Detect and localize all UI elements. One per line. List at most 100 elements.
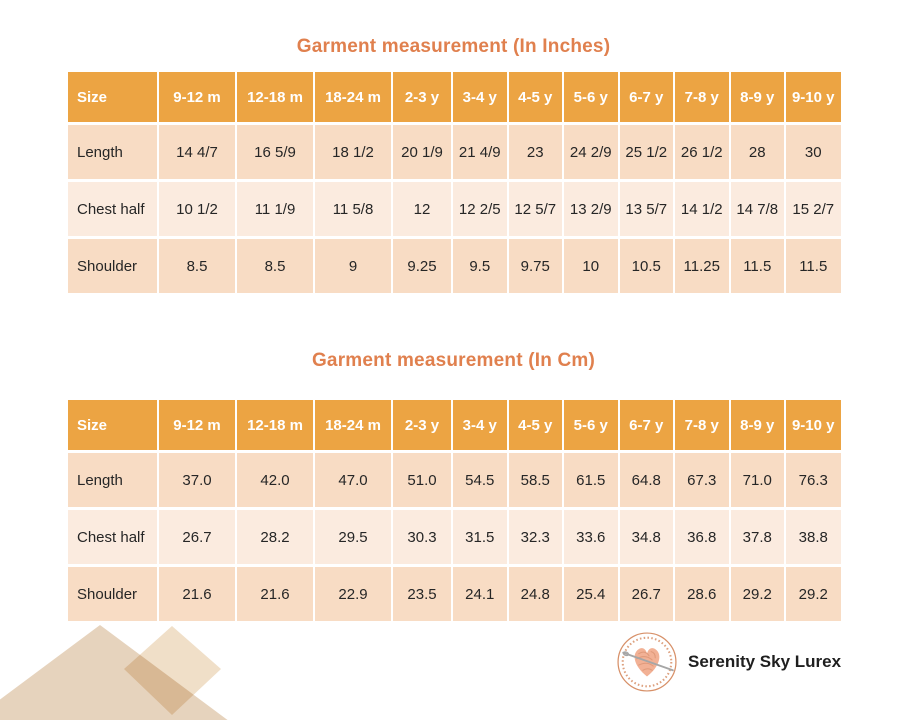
- measurement-value-cell: 64.8: [618, 450, 675, 509]
- measurement-value-cell: 26 1/2: [674, 122, 731, 181]
- measurement-value-cell: 9.5: [452, 236, 509, 293]
- measurement-value-cell: 21.6: [236, 564, 315, 621]
- size-column-header: 9-12 m: [158, 72, 237, 124]
- measurement-value-cell: 26.7: [158, 507, 237, 566]
- measurement-value-cell: 30.3: [392, 507, 453, 566]
- measurement-value-cell: 30: [785, 122, 841, 181]
- measurement-value-cell: 51.0: [392, 450, 453, 509]
- row-label: Length: [68, 450, 159, 509]
- measurement-value-cell: 71.0: [729, 450, 786, 509]
- row-label: Length: [68, 122, 159, 181]
- size-column-header: 4-5 y: [507, 400, 564, 452]
- size-column-header: 18-24 m: [314, 72, 393, 124]
- measurement-value-cell: 12 2/5: [452, 179, 509, 238]
- measurement-value-cell: 18 1/2: [314, 122, 393, 181]
- measurement-value-cell: 21 4/9: [452, 122, 509, 181]
- size-column-header: 4-5 y: [507, 72, 564, 124]
- table-title-inches: Garment measurement (In Inches): [296, 36, 611, 57]
- measurement-value-cell: 9.25: [392, 236, 453, 293]
- measurement-value-cell: 15 2/7: [785, 179, 841, 238]
- measurement-value-cell: 36.8: [674, 507, 731, 566]
- brand-footer: Serenity Sky Lurex: [616, 630, 896, 694]
- yarn-heart-icon: [634, 648, 660, 677]
- measurement-value-cell: 9: [314, 236, 393, 293]
- size-column-header: 3-4 y: [452, 400, 509, 452]
- measurement-row: Length 37.0 42.0 47.0 51.0 54.5 58.5 61.5 64.8 67…: [68, 450, 841, 509]
- measurement-value-cell: 16 5/9: [236, 122, 315, 181]
- measurement-value-cell: 33.6: [563, 507, 620, 566]
- measurement-row: Chest half 26.7 28.2 29.5 30.3 31.5 32.3 33.6 34…: [68, 507, 841, 566]
- row-label: Shoulder: [68, 236, 159, 293]
- measurement-row: Shoulder 21.6 21.6 22.9 23.5 24.1 24.8 25.4 26.7…: [68, 564, 841, 621]
- measurement-value-cell: 32.3: [507, 507, 564, 566]
- measurement-value-cell: 22.9: [314, 564, 393, 621]
- size-column-header: 5-6 y: [563, 400, 620, 452]
- measurement-value-cell: 8.5: [158, 236, 237, 293]
- measurement-row: Shoulder 8.5 8.5 9 9.25 9.5 9.75 10 10.5 11.25 11.…: [68, 236, 841, 293]
- size-column-header: 6-7 y: [618, 72, 675, 124]
- measurement-value-cell: 10.5: [618, 236, 675, 293]
- measurement-value-cell: 9.75: [507, 236, 564, 293]
- measurement-value-cell: 23.5: [392, 564, 453, 621]
- measurement-value-cell: 25 1/2: [618, 122, 675, 181]
- measurement-value-cell: 12: [392, 179, 453, 238]
- measurement-value-cell: 24.8: [507, 564, 564, 621]
- measurement-value-cell: 14 4/7: [158, 122, 237, 181]
- measurement-value-cell: 11.5: [729, 236, 786, 293]
- measurement-value-cell: 14 1/2: [674, 179, 731, 238]
- size-column-header: 5-6 y: [563, 72, 620, 124]
- size-column-header: 9-10 y: [785, 72, 841, 124]
- row-label: Shoulder: [68, 564, 159, 621]
- size-column-header: 2-3 y: [392, 400, 453, 452]
- brand-logo: [617, 632, 677, 692]
- measurement-value-cell: 28: [729, 122, 786, 181]
- size-corner-header: Size: [68, 400, 159, 452]
- measurement-value-cell: 28.6: [674, 564, 731, 621]
- size-column-header: 12-18 m: [236, 400, 315, 452]
- size-column-header: 8-9 y: [729, 400, 786, 452]
- measurement-value-cell: 12 5/7: [507, 179, 564, 238]
- size-column-header: 9-12 m: [158, 400, 237, 452]
- size-column-header: 7-8 y: [674, 72, 731, 124]
- measurement-value-cell: 10: [563, 236, 620, 293]
- measurement-value-cell: 14 7/8: [729, 179, 786, 238]
- decorative-diamonds: [0, 625, 228, 720]
- measurement-value-cell: 76.3: [785, 450, 841, 509]
- measurement-value-cell: 10 1/2: [158, 179, 237, 238]
- measurement-value-cell: 34.8: [618, 507, 675, 566]
- measurement-value-cell: 58.5: [507, 450, 564, 509]
- measurement-value-cell: 47.0: [314, 450, 393, 509]
- row-label: Chest half: [68, 179, 159, 238]
- measurement-value-cell: 8.5: [236, 236, 315, 293]
- size-column-header: 18-24 m: [314, 400, 393, 452]
- measurement-value-cell: 24.1: [452, 564, 509, 621]
- measurement-value-cell: 31.5: [452, 507, 509, 566]
- size-column-header: 8-9 y: [729, 72, 786, 124]
- measurement-value-cell: 61.5: [563, 450, 620, 509]
- measurement-value-cell: 11 1/9: [236, 179, 315, 238]
- size-column-header: 7-8 y: [674, 400, 731, 452]
- measurement-value-cell: 11 5/8: [314, 179, 393, 238]
- size-column-header: 12-18 m: [236, 72, 315, 124]
- size-column-header: 2-3 y: [392, 72, 453, 124]
- large-diamond-shape: [0, 625, 228, 720]
- measurement-value-cell: 20 1/9: [392, 122, 453, 181]
- measurement-value-cell: 24 2/9: [563, 122, 620, 181]
- measurement-value-cell: 28.2: [236, 507, 315, 566]
- small-diamond-shape: [124, 626, 221, 715]
- measurement-value-cell: 23: [507, 122, 564, 181]
- measurement-value-cell: 29.2: [729, 564, 786, 621]
- measurement-value-cell: 42.0: [236, 450, 315, 509]
- measurement-value-cell: 54.5: [452, 450, 509, 509]
- measurement-value-cell: 13 2/9: [563, 179, 620, 238]
- measurement-value-cell: 11.25: [674, 236, 731, 293]
- table-title-cm: Garment measurement (In Cm): [311, 350, 596, 371]
- size-column-header: 6-7 y: [618, 400, 675, 452]
- row-label: Chest half: [68, 507, 159, 566]
- size-column-header: 3-4 y: [452, 72, 509, 124]
- measurement-value-cell: 37.0: [158, 450, 237, 509]
- measurement-value-cell: 38.8: [785, 507, 841, 566]
